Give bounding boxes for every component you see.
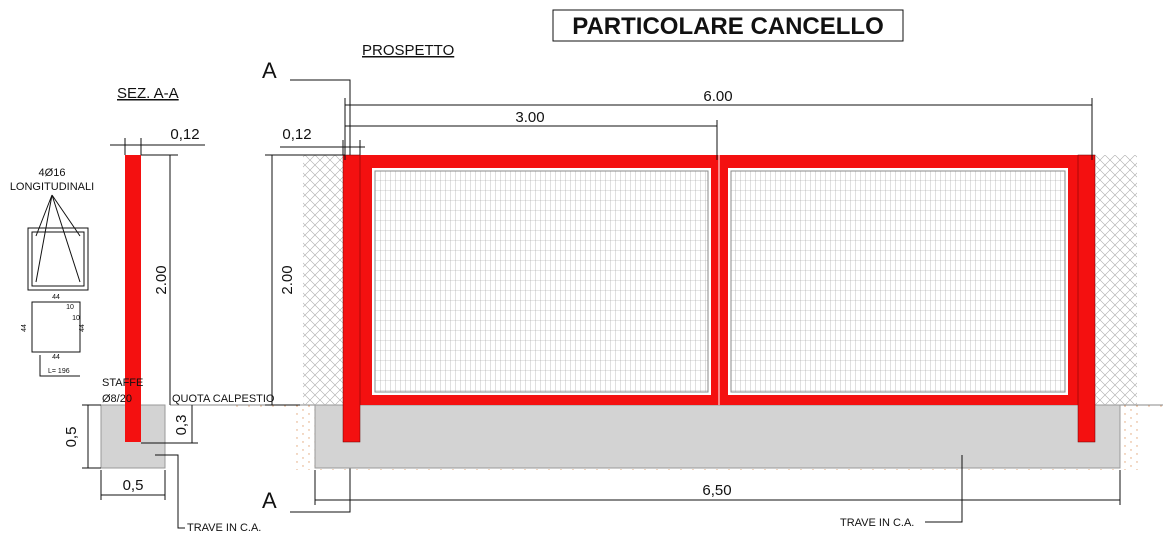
floor-label: QUOTA CALPESTIO (172, 393, 275, 405)
dim-beam-width: 0,5 (123, 477, 144, 494)
dim-line (141, 154, 178, 405)
stirrup-dim: 44 (52, 354, 60, 361)
stirrup-dim: 44 (79, 324, 86, 332)
section-label: SEZ. A-A (117, 85, 179, 102)
dim-line (345, 120, 718, 160)
post-section (125, 155, 141, 442)
rebar-label: 4Ø16 (39, 167, 66, 179)
leader (155, 454, 185, 529)
dim-height: 2.00 (153, 265, 170, 294)
dim-height: 2.00 (279, 265, 296, 294)
beam (314, 404, 1121, 469)
post (342, 154, 361, 443)
beam-label: TRAVE IN C.A. (187, 522, 261, 533)
dim-line (141, 405, 198, 444)
dim-line (82, 404, 101, 469)
dim-line (110, 138, 205, 155)
fence (303, 155, 343, 405)
fence (1095, 155, 1137, 405)
stirrup-label: Ø8/20 (102, 393, 132, 405)
beam-label: TRAVE IN C.A. (840, 517, 914, 529)
stirrup-dim: 10 (66, 304, 74, 311)
leader (39, 355, 80, 377)
stirrup-dim: 10 (72, 315, 80, 322)
stirrup-dim: 44 (52, 294, 60, 301)
dim-line (100, 470, 166, 500)
dim-line (344, 98, 1093, 160)
dim-line (314, 470, 1121, 505)
mesh (374, 170, 709, 393)
dim-beam-length: 6,50 (702, 482, 731, 499)
mesh (730, 170, 1066, 393)
cut-mark: A (262, 58, 277, 83)
title: PARTICOLARE CANCELLO (572, 13, 884, 40)
dim-width: 0,12 (170, 126, 199, 143)
dim-line (280, 140, 365, 155)
dim-total: 6.00 (703, 88, 732, 105)
dim-post: 0,12 (282, 126, 311, 143)
leader (35, 194, 81, 283)
title-box (552, 9, 904, 42)
dim-line (265, 154, 345, 406)
dim-beam-height: 0,5 (63, 427, 80, 448)
rebar-box (31, 231, 85, 287)
stirrup-label: STAFFE (102, 377, 143, 389)
elevation-label: PROSPETTO (362, 42, 454, 59)
post (1077, 154, 1096, 443)
rebar-label: LONGITUDINALI (10, 181, 94, 193)
leader (925, 455, 963, 523)
cut-mark: A (262, 488, 277, 513)
stirrup (31, 301, 81, 353)
rebar-box (27, 227, 89, 291)
stirrup-length: L= 196 (48, 368, 70, 375)
stirrup-dim: 44 (21, 324, 28, 332)
dim-embed: 0,3 (173, 415, 190, 436)
dim-half: 3.00 (515, 109, 544, 126)
